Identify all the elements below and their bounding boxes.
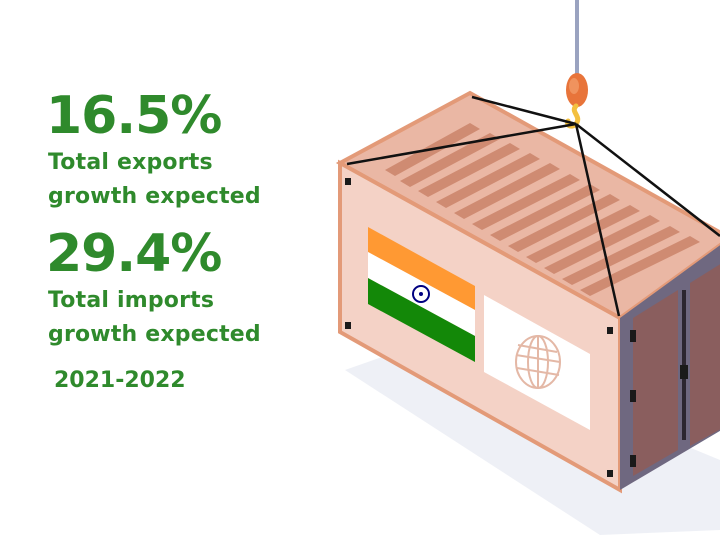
- exports-growth-label-line1: Total exports: [48, 150, 213, 175]
- imports-growth-label-line2: growth expected: [48, 322, 261, 347]
- crane-cable-icon: [575, 0, 579, 74]
- period-label: 2021-2022: [54, 368, 186, 393]
- exports-growth-label-line2: growth expected: [48, 184, 261, 209]
- imports-growth-value: 29.4%: [46, 224, 222, 284]
- india-flag-icon: [368, 227, 475, 362]
- container-corner-castings: [345, 178, 613, 477]
- ashoka-chakra-icon: [412, 285, 430, 303]
- exports-stat: 16.5% Total exports growth expected: [46, 86, 261, 214]
- imports-growth-label-line1: Total imports: [48, 288, 215, 313]
- container-door-left: [633, 290, 678, 476]
- imports-stat: 29.4% Total imports growth expected: [46, 224, 261, 352]
- exports-growth-value: 16.5%: [46, 86, 222, 146]
- lifting-slings: [346, 95, 720, 317]
- globe-icon: [515, 335, 561, 389]
- container-door-right: [690, 264, 720, 446]
- globe-panel: [484, 295, 590, 430]
